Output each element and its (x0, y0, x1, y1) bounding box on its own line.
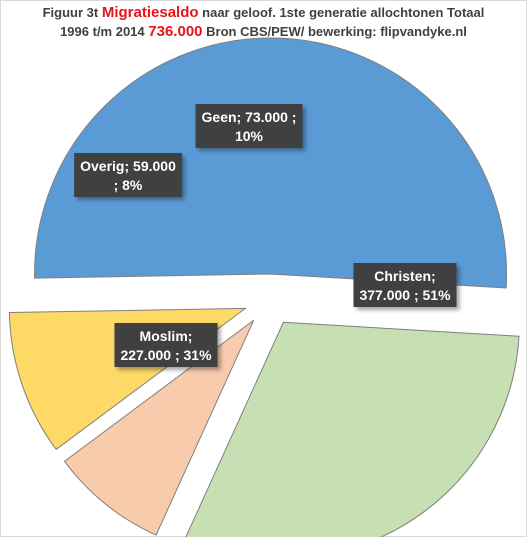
data-label-overig: Overig; 59.000 ; 8% (74, 153, 182, 197)
pie-slices (8, 37, 520, 537)
title-total: 736.000 (148, 23, 203, 40)
pie-slice-christen (34, 37, 508, 289)
pie-slice-moslim (185, 321, 520, 537)
data-label-line2: ; 8% (114, 177, 143, 193)
title-prefix: Figuur 3t (42, 5, 99, 20)
data-label-box (353, 263, 457, 307)
data-label-line1: Geen; 73.000 ; (202, 109, 297, 125)
data-label-box (195, 104, 303, 148)
data-label-moslim: Moslim; 227.000 ; 31% (114, 323, 218, 367)
data-label-line1: Moslim; (140, 328, 193, 344)
title-period: 1996 t/m 2014 (60, 24, 145, 39)
data-label-box (114, 323, 218, 367)
data-label-geen: Geen; 73.000 ; 10% (195, 104, 303, 148)
pie-labels: Christen; 377.000 ; 51% Moslim; 227.000 ; 3… (74, 104, 457, 367)
title-line-1: Figuur 3t Migratiesaldo naar geloof. 1st… (0, 3, 527, 22)
title-line1-rest: naar geloof. 1ste generatie allochtonen … (202, 5, 485, 20)
title-source: Bron CBS/PEW/ bewerking: flipvandyke.nl (206, 24, 467, 39)
chart-title: Figuur 3t Migratiesaldo naar geloof. 1st… (0, 3, 527, 41)
data-label-line2: 10% (235, 128, 264, 144)
data-label-line2: 377.000 ; 51% (359, 287, 451, 303)
title-highlight: Migratiesaldo (101, 4, 199, 21)
pie-slice-overig (63, 319, 255, 536)
data-label-box (74, 153, 182, 197)
data-label-line1: Overig; 59.000 (80, 158, 176, 174)
data-label-line1: Christen; (374, 268, 435, 284)
data-label-christen: Christen; 377.000 ; 51% (353, 263, 457, 307)
title-line-2: 1996 t/m 2014 736.000 Bron CBS/PEW/ bewe… (0, 22, 527, 41)
data-label-line2: 227.000 ; 31% (120, 347, 212, 363)
